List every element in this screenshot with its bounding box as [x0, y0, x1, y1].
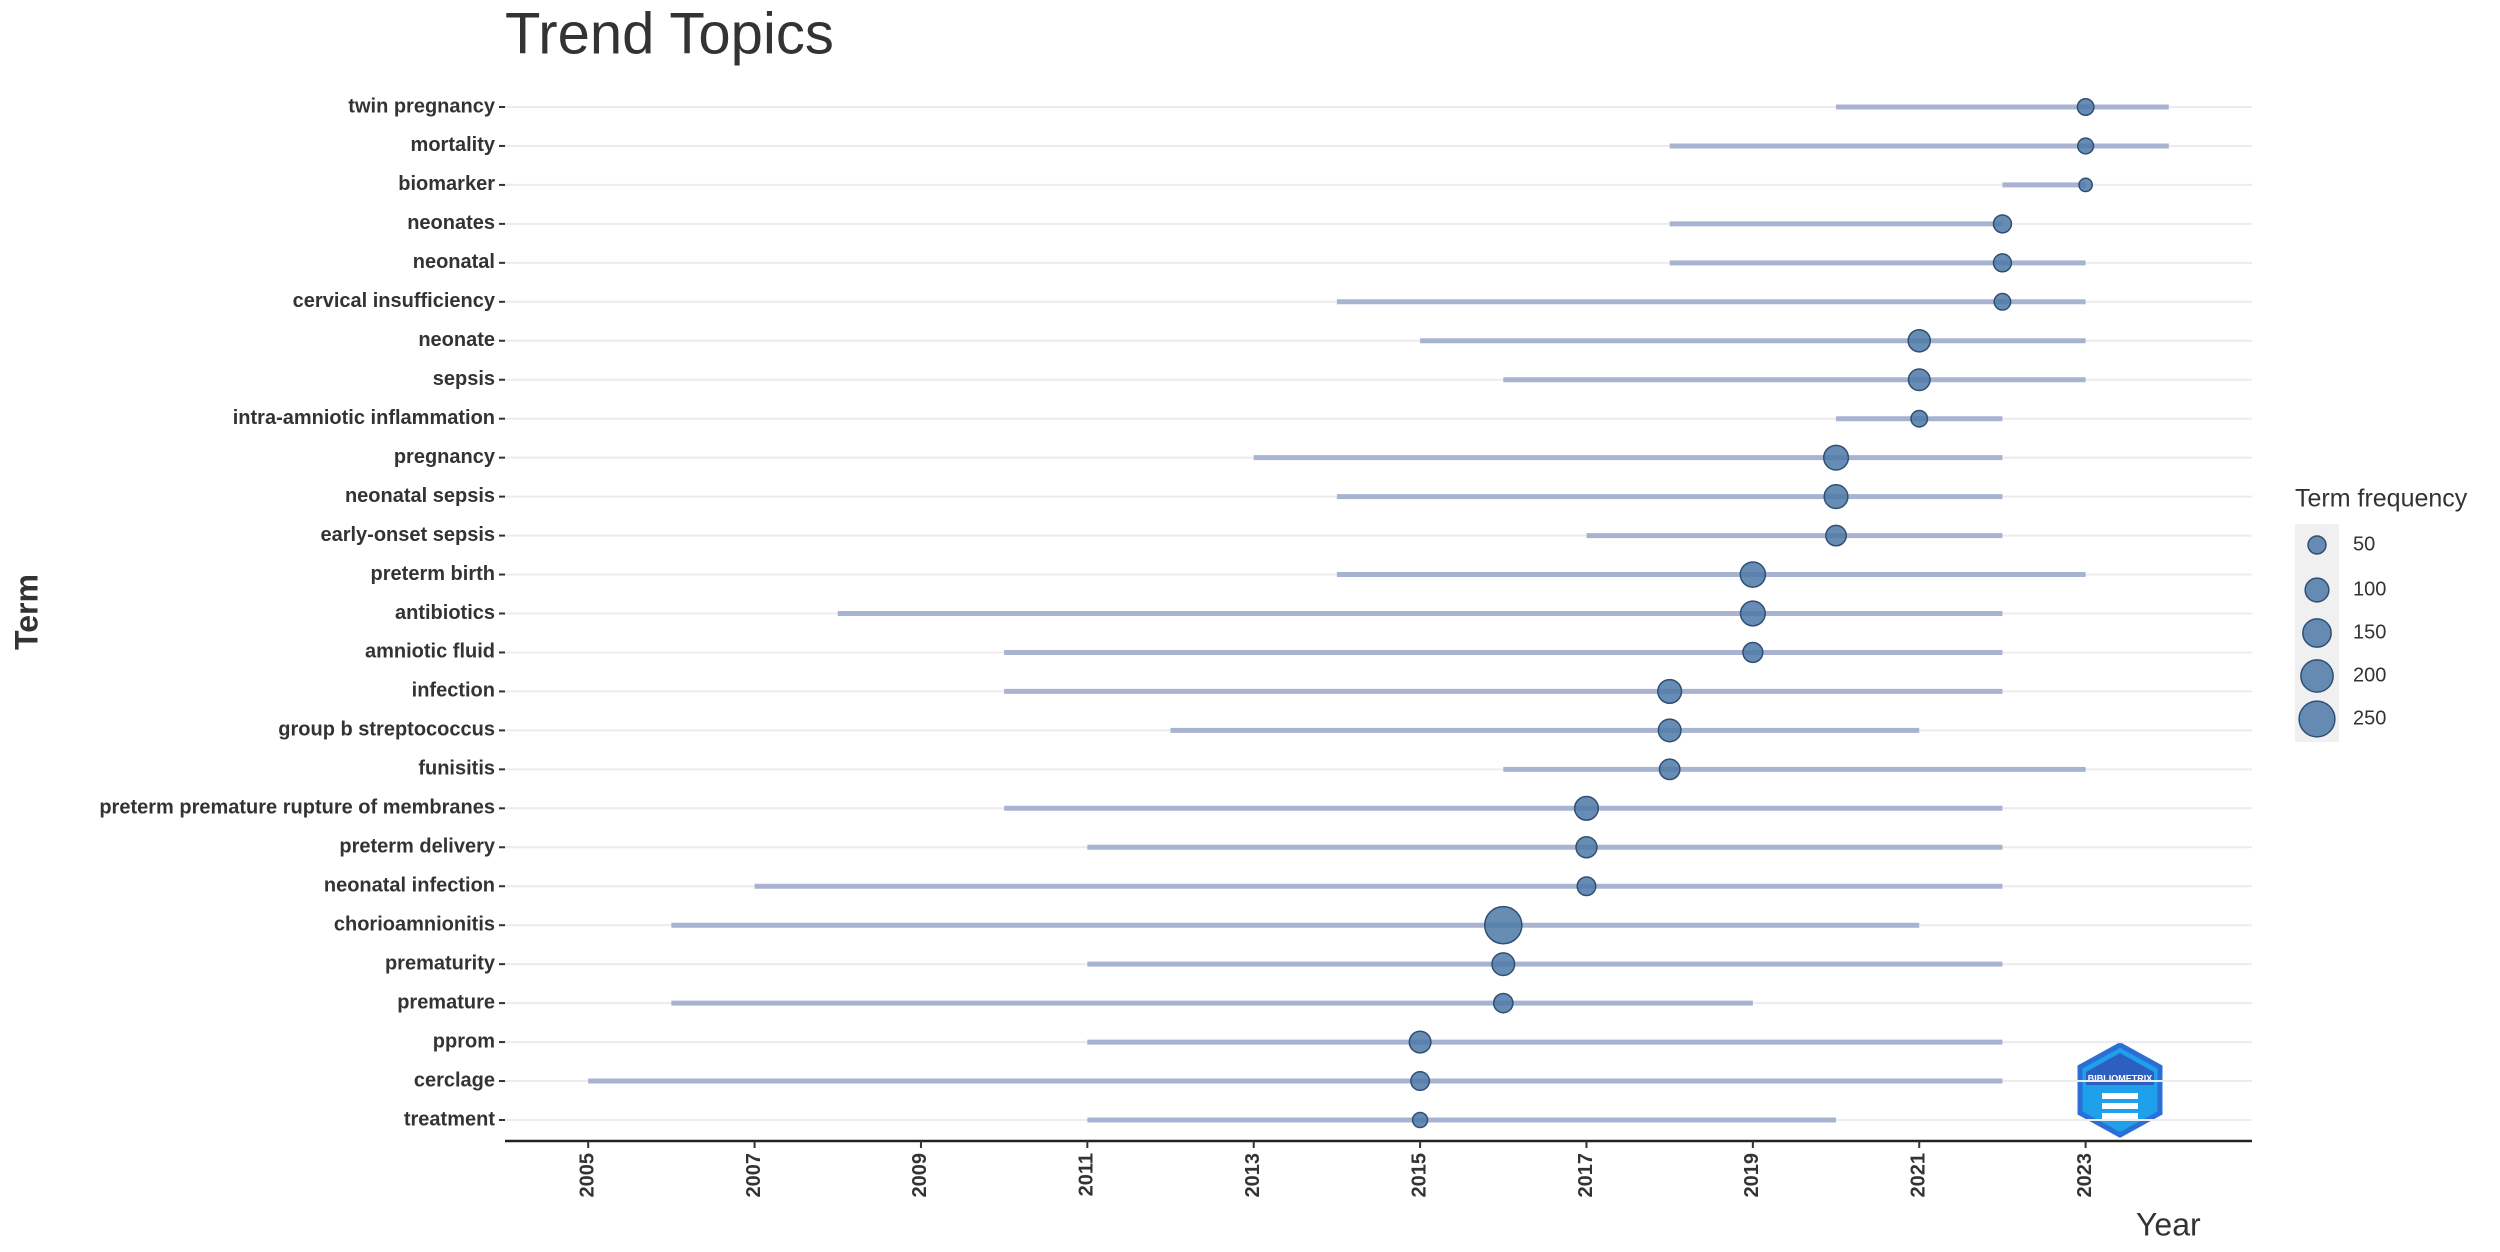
median-dot [1993, 292, 2012, 311]
legend-label: 150 [2353, 621, 2386, 643]
logo-bar [2102, 1103, 2138, 1109]
median-dot [1992, 214, 2013, 234]
x-tick-label: 2013 [1242, 1153, 1264, 1198]
median-dot [1411, 1111, 1429, 1129]
median-dot [1408, 1030, 1432, 1054]
logo: BIBLIOMETRIX [2077, 1042, 2163, 1138]
logo-top [2086, 1053, 2154, 1085]
y-tick-label: neonates [407, 212, 495, 234]
y-tick-label: sepsis [433, 368, 495, 390]
y-tick-label: neonatal sepsis [345, 485, 495, 507]
median-dot [1739, 561, 1767, 588]
logo-text: BIBLIOMETRIX [2088, 1073, 2153, 1083]
y-tick-label: infection [412, 680, 495, 702]
median-dot [1910, 409, 1929, 428]
logo-bar [2102, 1113, 2138, 1119]
median-dot [1410, 1071, 1431, 1092]
y-tick-label: neonate [418, 329, 495, 351]
legend-key [2300, 659, 2334, 693]
x-tick-label: 2021 [1908, 1153, 1930, 1198]
y-tick-label: intra-amniotic inflammation [233, 407, 495, 429]
y-axis-label: Term [8, 574, 44, 650]
y-tick-label: pprom [433, 1030, 495, 1052]
y-tick-label: group b streptococcus [278, 719, 495, 741]
median-dot [2076, 98, 2095, 116]
legend-key [2304, 577, 2330, 603]
x-tick-label: 2007 [743, 1153, 765, 1198]
y-tick-label: antibiotics [395, 602, 495, 624]
median-dot [1658, 758, 1681, 781]
y-tick-label: preterm delivery [339, 836, 496, 858]
median-dot [1822, 444, 1850, 471]
y-tick-label: twin pregnancy [348, 95, 496, 117]
y-tick-label: cerclage [414, 1069, 495, 1091]
x-tick-label: 2023 [2074, 1153, 2096, 1198]
legend-label: 50 [2353, 533, 2375, 555]
x-tick-label: 2015 [1408, 1153, 1430, 1198]
y-tick-label: preterm premature rupture of membranes [99, 797, 495, 819]
y-tick-label: chorioamnionitis [334, 913, 495, 935]
y-tick-label: preterm birth [371, 563, 495, 585]
y-tick-label: pregnancy [394, 446, 496, 468]
legend-key [2307, 535, 2327, 555]
x-tick-label: 2017 [1575, 1153, 1597, 1198]
x-tick-label: 2011 [1076, 1153, 1098, 1196]
median-dot [1573, 795, 1600, 821]
legend-key [2302, 618, 2332, 648]
x-axis-label: Year [2136, 1206, 2201, 1242]
median-dot [1992, 253, 2013, 273]
median-dot [1825, 524, 1847, 547]
legend-label: 250 [2353, 707, 2386, 729]
y-tick-label: amniotic fluid [365, 641, 495, 663]
median-dot [1742, 641, 1764, 664]
median-dot [1483, 905, 1523, 945]
legend-label: 100 [2353, 578, 2386, 600]
y-tick-label: mortality [411, 134, 496, 156]
median-dot [2078, 177, 2094, 193]
y-tick-label: early-onset sepsis [320, 524, 495, 546]
x-tick-label: 2005 [576, 1153, 598, 1198]
y-tick-label: prematurity [385, 952, 496, 974]
y-tick-label: biomarker [398, 173, 495, 195]
median-dot [1491, 952, 1516, 977]
y-tick-label: premature [397, 991, 495, 1013]
y-tick-label: cervical insufficiency [293, 290, 496, 312]
y-tick-label: treatment [404, 1108, 495, 1130]
median-dot [1492, 992, 1514, 1014]
legend-label: 200 [2353, 664, 2386, 686]
median-dot [1657, 718, 1682, 743]
y-tick-label: neonatal infection [324, 875, 495, 897]
logo-bar [2102, 1093, 2138, 1099]
chart-title: Trend Topics [505, 1, 834, 66]
median-dot [1823, 484, 1849, 510]
legend-key [2298, 700, 2336, 738]
median-dot [1907, 328, 1932, 353]
x-tick-label: 2019 [1741, 1153, 1763, 1198]
legend-title: Term frequency [2295, 485, 2468, 513]
y-tick-label: funisitis [418, 758, 495, 780]
median-dot [1576, 876, 1597, 897]
median-dot [1907, 368, 1931, 392]
median-dot [1657, 678, 1683, 705]
median-dot [2076, 137, 2095, 155]
y-tick-label: neonatal [413, 251, 495, 273]
x-tick-label: 2009 [909, 1153, 931, 1198]
median-dot [1739, 600, 1766, 627]
median-dot [1575, 836, 1598, 859]
